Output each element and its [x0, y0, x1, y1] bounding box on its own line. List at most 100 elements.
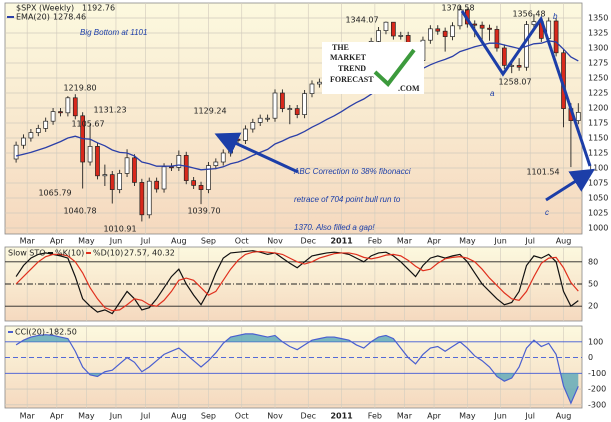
readout: 27.57, 40.32 — [124, 249, 175, 258]
x-tick-label: Nov — [267, 237, 283, 246]
x-tick-label: 2011 — [330, 237, 353, 246]
price-label: 1356.48 — [512, 10, 545, 19]
x-tick-label: Jun — [109, 412, 123, 421]
logo-text: TREND — [338, 64, 366, 73]
x-tick-label: Jun — [493, 412, 507, 421]
y-tick-label: 1075 — [588, 179, 608, 188]
candle-body — [457, 9, 463, 27]
y-tick-label: 1000 — [588, 224, 608, 233]
candle-body — [391, 21, 396, 37]
y-tick-label: 1350 — [588, 14, 608, 23]
x-tick-label: Mar — [397, 237, 413, 246]
x-tick-label: Jul — [524, 237, 535, 246]
candle-body — [280, 92, 285, 109]
price-label: 1040.78 — [63, 207, 96, 216]
x-tick-label: Apr — [50, 237, 65, 246]
candle-body — [117, 173, 123, 190]
indicator-line — [15, 250, 579, 315]
y-tick-label: 80 — [588, 257, 598, 266]
chart-title: $SPX (Weekly) — [16, 4, 74, 13]
candle-body — [109, 174, 115, 190]
candle-body — [72, 97, 78, 117]
abc-wave — [460, 10, 592, 167]
x-tick-label: Oct — [235, 412, 249, 421]
candle-body — [479, 24, 485, 29]
x-tick-label: Jun — [493, 237, 507, 246]
candle-body — [213, 161, 219, 166]
candle-body — [317, 81, 322, 85]
x-tick-label: May — [459, 412, 476, 421]
candle-body — [28, 132, 34, 139]
y-tick-label: -300 — [588, 400, 606, 409]
annotation: Big Bottom at 1101 — [80, 28, 147, 37]
x-tick-label: Feb — [368, 412, 382, 421]
y-tick-label: -100 — [588, 369, 606, 378]
y-tick-label: 20 — [588, 302, 598, 311]
x-tick-label: Apr — [427, 412, 442, 421]
candle-body — [553, 20, 559, 54]
candle-body — [235, 138, 241, 141]
candle-body — [183, 155, 189, 181]
annotation: 1370. Also filled a gap! — [294, 223, 375, 232]
readout: -182.50 — [46, 328, 77, 337]
candle-body — [250, 122, 256, 130]
x-tick-label: Apr — [50, 412, 65, 421]
y-tick-label: 50 — [588, 280, 598, 289]
panel-title: Slow STO — [8, 249, 46, 258]
candle-body — [294, 108, 300, 115]
candle-body — [65, 97, 71, 114]
y-tick-label: 0 — [588, 353, 593, 362]
annotation: c — [545, 208, 549, 217]
candle-body — [87, 146, 93, 163]
legend-label: CCI(20) — [15, 328, 45, 337]
y-tick-label: 1050 — [588, 194, 608, 203]
logo-check — [373, 48, 416, 87]
x-tick-label: Aug — [171, 412, 187, 421]
candle-body — [21, 137, 26, 146]
x-tick-label: Apr — [427, 237, 442, 246]
candle-body — [435, 28, 441, 32]
candle-body — [220, 152, 226, 163]
arrow — [214, 132, 299, 174]
price-label: 1101.54 — [526, 168, 559, 177]
y-tick-label: 1125 — [588, 149, 608, 158]
candle-body — [139, 182, 145, 216]
candle-body — [442, 30, 448, 37]
candle-body — [575, 111, 581, 121]
y-tick-label: 1225 — [588, 89, 608, 98]
x-tick-label: Jul — [140, 237, 151, 246]
price-label: 1065.79 — [38, 189, 71, 198]
candle-body — [494, 29, 500, 49]
y-tick-label: 1325 — [588, 29, 608, 38]
indicator-line — [15, 333, 579, 405]
readout: 1192.76 — [82, 4, 115, 13]
candle-body — [376, 30, 381, 42]
x-tick-label: Dec — [301, 237, 316, 246]
legend-label: %K(10) — [55, 249, 84, 258]
candle-body — [13, 144, 19, 160]
x-tick-label: Jul — [524, 412, 535, 421]
candle-body — [243, 128, 248, 141]
candle-body — [302, 93, 307, 115]
x-tick-label: Sep — [201, 237, 216, 246]
x-tick-label: May — [78, 412, 95, 421]
overlay: 1219.80 1065.79 1105.67 1131.23 1040.78 1010.… — [38, 4, 596, 234]
candle-body — [146, 180, 152, 216]
x-tick-label: Mar — [397, 412, 413, 421]
price-label: 1219.80 — [63, 84, 96, 93]
x-tick-label: Feb — [368, 237, 382, 246]
candle-body — [516, 65, 522, 68]
candle-body — [531, 21, 537, 25]
candle-body — [287, 108, 293, 110]
candle-body — [206, 165, 211, 190]
indicator-line — [15, 250, 579, 312]
candle-body — [95, 146, 100, 177]
candle-body — [398, 35, 404, 37]
y-tick-label: 1250 — [588, 74, 608, 83]
x-tick-label: Mar — [20, 412, 36, 421]
candle-body — [35, 128, 41, 133]
candle-body — [58, 111, 63, 114]
x-tick-label: Nov — [267, 412, 283, 421]
candle-body — [176, 155, 182, 168]
